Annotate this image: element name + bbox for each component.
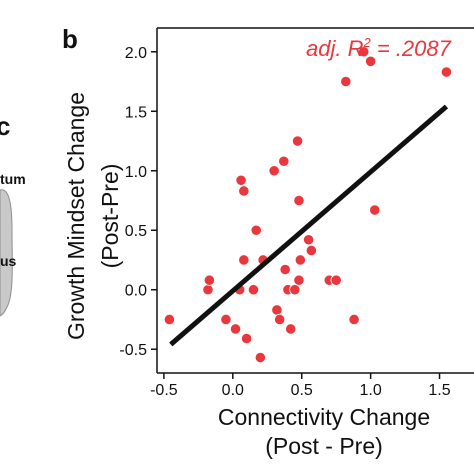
y-tick-label: 1.0 [125,164,147,181]
data-point [369,204,381,216]
data-point [365,55,377,67]
data-point [229,323,242,335]
r-squared-superscript: 2 [362,35,371,50]
data-point [293,274,305,286]
data-point [348,313,360,326]
y-tick-label: 0.0 [125,283,147,300]
x-tick-label: 1.0 [360,382,382,399]
x-tick-label: 0.5 [291,382,313,399]
r-squared-annotation: adj. R2 = .2087 [306,35,452,61]
y-axis-title: Growth Mindset Change (Post-Pre) [63,92,123,340]
data-point [203,274,215,286]
data-point [294,254,306,266]
scatter-plot: -0.5 0.0 0.5 1.0 1.5 -0.5 0.0 0.5 1.0 1.5 2.0 [119,27,474,399]
brain-region-label-1: tum [0,171,26,187]
data-point [247,284,260,296]
data-point [440,66,453,78]
x-tick-label: -0.5 [150,382,178,399]
y-axis-title-line1: Growth Mindset Change [63,92,89,340]
y-tick-label: -0.5 [119,342,147,359]
data-point [254,351,266,364]
data-point [238,185,250,197]
data-point [305,244,317,257]
brain-image [0,189,13,317]
data-point [220,313,232,326]
data-point [240,332,253,345]
y-tick-label: 2.0 [125,45,147,62]
data-point [268,165,280,177]
data-point [235,174,247,186]
regression-line [169,104,449,347]
data-point [250,224,262,236]
data-point [278,155,290,167]
data-point [303,234,315,246]
axes [156,27,474,374]
brain-region-label-2: us [0,253,17,269]
data-point [291,135,304,147]
data-point [271,304,283,316]
y-tick-label: 0.5 [125,223,147,240]
x-tick-label: 1.5 [428,382,450,399]
x-axis-title-line2: (Post - Pre) [265,433,383,459]
x-tick-label: 0.0 [222,382,244,399]
data-point [289,284,301,296]
data-point [274,313,286,326]
data-point [279,263,291,276]
data-points [163,46,453,364]
x-axis-title-line1: Connectivity Change [218,404,430,430]
data-point [163,313,176,326]
y-tick-label: 1.5 [125,104,147,121]
data-point [330,274,342,286]
data-point [340,75,352,88]
data-point [202,284,214,296]
left-panel: c tum us [0,111,26,317]
y-axis-title-line2: (Post-Pre) [97,164,123,269]
panel-label-b: b [62,24,78,54]
left-panel-label: c [0,111,10,141]
data-point [358,46,370,58]
ticks: -0.5 0.0 0.5 1.0 1.5 -0.5 0.0 0.5 1.0 1.5 2.0 [119,45,450,399]
data-point [238,254,250,266]
data-point [285,323,297,335]
data-point [293,194,305,207]
